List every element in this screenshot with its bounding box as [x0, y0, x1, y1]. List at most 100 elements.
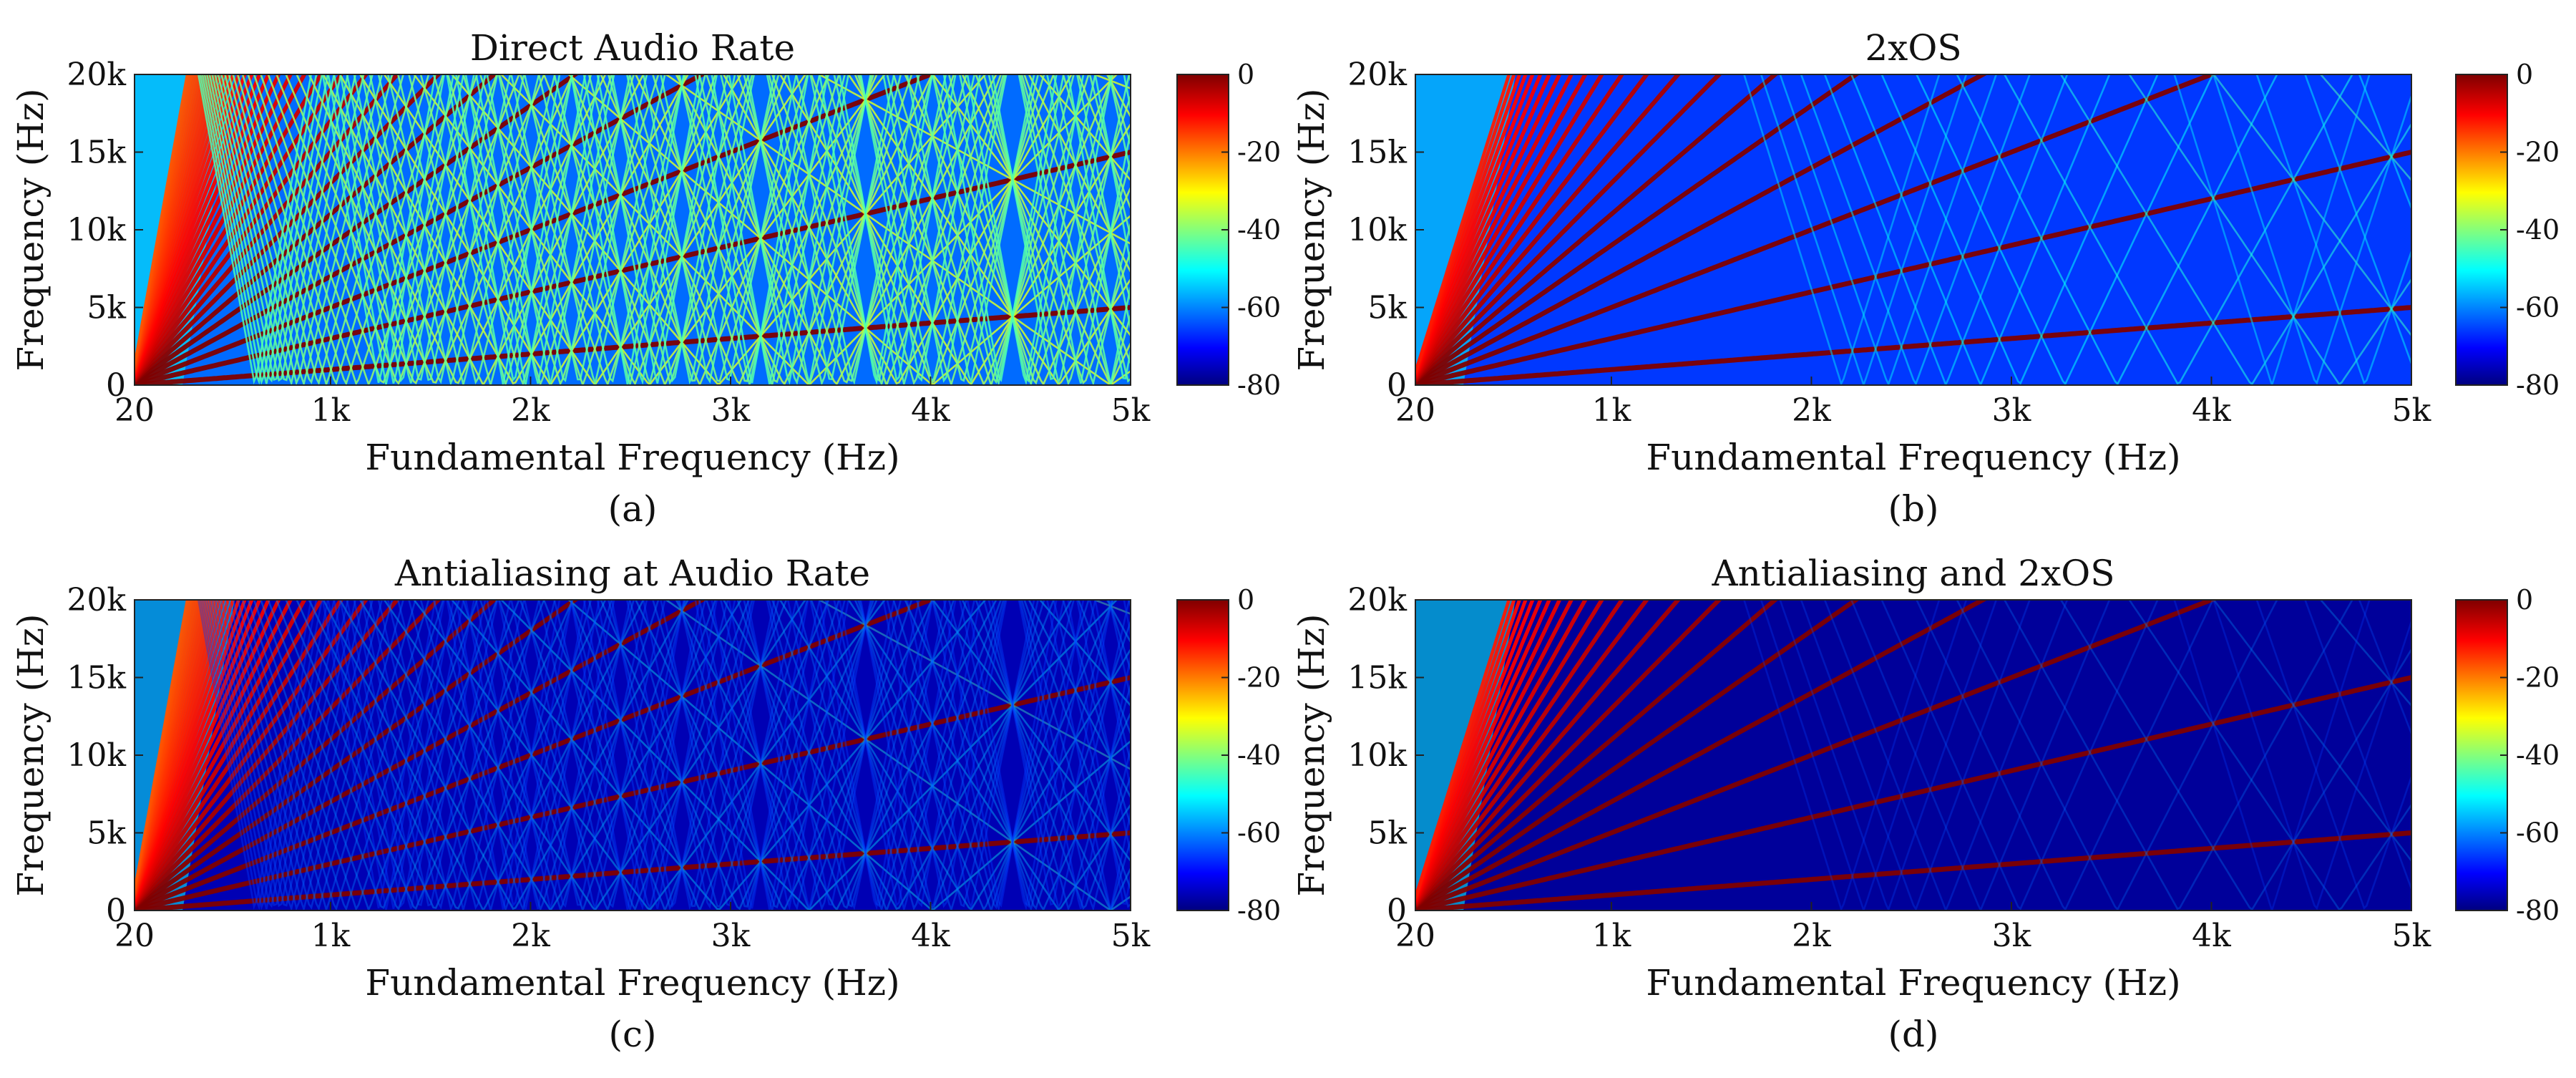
harmonic-trace-h9	[135, 600, 580, 910]
alias-trace-h29	[1880, 600, 2159, 911]
y-tick-label: 20k	[1347, 582, 1407, 618]
y-tick-label: 5k	[87, 815, 126, 852]
harmonic-trace-h25	[135, 600, 293, 904]
harmonic-trace-h11	[1415, 74, 1779, 384]
alias-trace-h41	[1743, 600, 2371, 911]
harmonic-trace-h13	[1415, 74, 1722, 383]
x-tick-label: 20	[1395, 392, 1435, 429]
alias-trace-h7	[817, 74, 1131, 245]
y-tick-label: 10k	[67, 737, 126, 774]
alias-trace-h31	[285, 600, 1115, 911]
alias-trace-h15	[2319, 600, 2411, 706]
colorbar-tick-label: -80	[2516, 895, 2560, 926]
alias-trace-h25	[1956, 74, 2278, 385]
colorbar-tick-label: -60	[1237, 817, 1281, 849]
harmonic-trace-h29	[1415, 74, 1552, 377]
alias-trace-h47	[232, 600, 1131, 911]
harmonic-trace-h39	[1415, 600, 1516, 899]
y-tick-label: 0	[106, 893, 126, 929]
x-tick-label: 1k	[1592, 392, 1631, 429]
colorbar-tick-label: -20	[2516, 662, 2560, 694]
alias-trace-h21	[2059, 74, 2411, 385]
alias-trace-h27	[1916, 600, 2215, 911]
heatmap-marks	[135, 74, 1131, 385]
harmonic-trace-h29	[1415, 600, 1552, 903]
alias-trace-h53	[220, 74, 1131, 385]
x-tick-label: 5k	[1111, 918, 1151, 954]
alias-trace-h45	[236, 600, 1131, 911]
alias-trace-h69	[199, 74, 1131, 385]
harmonic-trace-h5	[135, 600, 937, 911]
alias-trace-h37	[260, 74, 1131, 385]
harmonic-trace-h19	[135, 600, 344, 906]
alias-trace-h41	[1743, 74, 2371, 385]
x-tick-label: 3k	[711, 392, 751, 429]
alias-trace-h33	[1823, 600, 2411, 911]
harmonic-trace-h25	[1415, 600, 1574, 904]
harmonic-trace-h13	[1415, 600, 1722, 908]
alias-trace-h41	[247, 600, 1131, 911]
x-tick-label: 2k	[511, 392, 550, 429]
chart-title: 2xOS	[1865, 27, 1961, 69]
x-tick-label: 1k	[311, 918, 351, 954]
x-axis-label: Fundamental Frequency (Hz)	[365, 437, 899, 478]
x-tick-label: 3k	[711, 918, 751, 954]
colorbar-tick-label: -20	[2516, 137, 2560, 168]
colorbar-tick-label: -60	[2516, 817, 2560, 849]
alias-trace-h31	[1850, 600, 2111, 911]
alias-trace-h63	[205, 600, 1131, 911]
x-tick-label: 3k	[1992, 392, 2031, 429]
harmonic-trace-h13	[135, 74, 441, 383]
alias-trace-h11	[567, 600, 1131, 911]
alias-trace-h21	[358, 600, 1131, 911]
alias-trace-h21	[2059, 600, 2411, 911]
y-tick-label: 10k	[67, 212, 126, 248]
harmonic-trace-h23	[135, 600, 307, 905]
alias-trace-h71	[197, 600, 1131, 911]
harmonic-trace-h37	[1415, 74, 1522, 374]
alias-trace-h67	[201, 74, 1131, 385]
alias-trace-h37	[1779, 74, 2411, 385]
x-tick-label: 4k	[911, 392, 950, 429]
y-tick-label: 10k	[1347, 212, 1407, 248]
alias-trace-h33	[1823, 74, 2411, 385]
colorbar: 0 -20 -40 -60 -80	[2455, 59, 2560, 401]
harmonic-trace-h5	[1415, 74, 2218, 385]
colorbar-tick-label: 0	[2516, 59, 2533, 90]
y-axis-label: Frequency (Hz)	[10, 613, 52, 896]
heatmap-background	[135, 600, 1131, 911]
x-tick-label: 5k	[2392, 918, 2431, 954]
harmonic-trace-h11	[1415, 600, 1779, 909]
harmonic-trace-h27	[1415, 74, 1562, 378]
colorbar-tick-label: 0	[1237, 59, 1254, 90]
harmonic-trace-h11	[135, 600, 498, 909]
y-axis-label: Frequency (Hz)	[1291, 613, 1332, 896]
colorbar: 0 -20 -40 -60 -80	[1176, 59, 1281, 401]
harmonic-trace-h23	[1415, 74, 1588, 379]
harmonic-trace-h17	[135, 600, 369, 907]
y-tick-label: 0	[106, 367, 126, 404]
alias-trace-h59	[211, 74, 1131, 383]
colorbar-gradient	[2455, 74, 2508, 386]
alias-trace-h13	[499, 600, 1118, 911]
alias-trace-h71	[197, 74, 1131, 385]
alias-trace-h25	[1956, 600, 2278, 911]
x-axis-label: Fundamental Frequency (Hz)	[1646, 962, 2180, 1004]
x-tick-label: 5k	[2392, 392, 2431, 429]
x-tick-label: 3k	[1992, 918, 2031, 954]
alias-trace-h7	[817, 600, 1131, 770]
x-tick-label: 4k	[2192, 918, 2231, 954]
harmonic-trace-h33	[1415, 74, 1535, 376]
alias-trace-h23	[2003, 600, 2353, 911]
harmonic-trace-h1	[135, 830, 1131, 911]
alias-trace-h49	[228, 600, 1131, 911]
harmonic-trace-h19	[1415, 74, 1625, 381]
y-tick-label: 10k	[1347, 737, 1407, 774]
harmonic-trace-h21	[1415, 600, 1605, 905]
y-tick-label: 20k	[67, 582, 126, 618]
panel-b: 20 1k 2k 3k 4k 5k 0 5k 10k 15k 20k 2xOS Fundamental …	[1291, 27, 2560, 530]
alias-trace-h5	[1092, 600, 1131, 615]
colorbar: 0 -20 -40 -60 -80	[2455, 584, 2560, 926]
alias-trace-h65	[203, 74, 1131, 384]
alias-trace-h11	[567, 74, 1131, 385]
